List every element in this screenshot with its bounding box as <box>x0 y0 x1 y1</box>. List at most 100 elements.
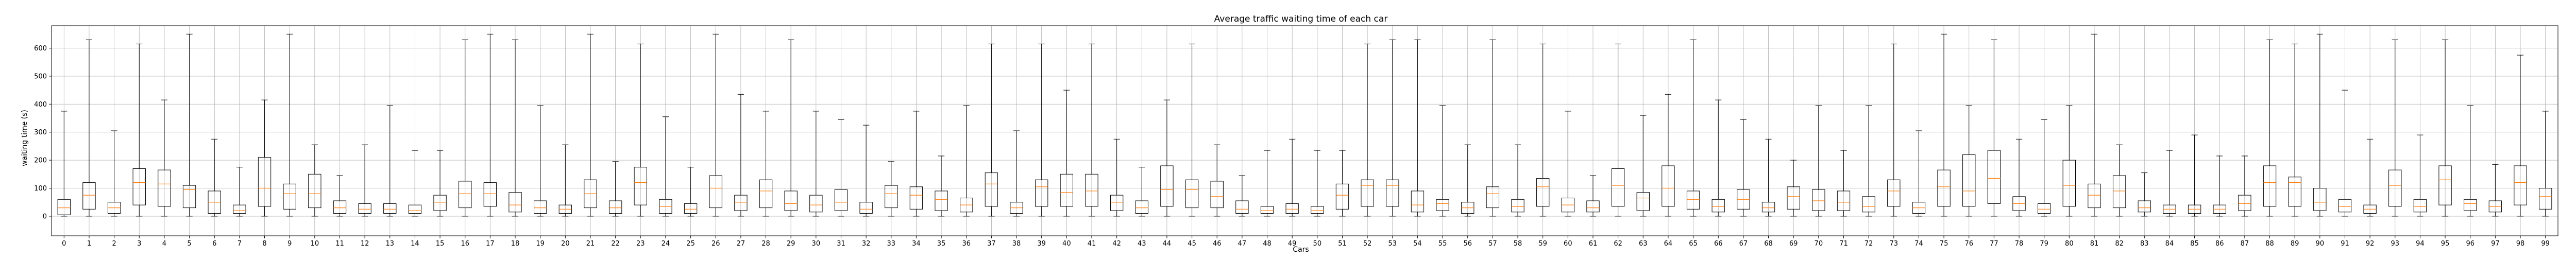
box-iqr <box>233 204 246 214</box>
box-iqr <box>182 185 196 209</box>
box-car-40 <box>1060 90 1073 217</box>
box-iqr <box>1937 169 1951 207</box>
box-car-96 <box>2464 105 2477 217</box>
x-tick-label: 94 <box>2416 240 2425 248</box>
x-tick-label: 83 <box>2140 240 2149 248</box>
box-iqr <box>2288 177 2301 207</box>
x-tick-label: 14 <box>411 240 419 248</box>
x-tick-label: 87 <box>2241 240 2249 248</box>
box-iqr <box>1311 206 1324 214</box>
box-car-94 <box>2413 134 2427 217</box>
box-car-34 <box>909 111 923 217</box>
box-car-20 <box>558 144 572 217</box>
box-iqr <box>408 204 422 214</box>
box-iqr <box>2263 165 2277 207</box>
box-car-29 <box>784 39 798 217</box>
x-tick-label: 11 <box>335 240 344 248</box>
x-tick-label: 0 <box>62 240 66 248</box>
x-tick-label: 74 <box>1914 240 1923 248</box>
box-iqr <box>534 200 547 214</box>
y-axis-label: waiting time (s) <box>21 110 29 166</box>
x-tick-label: 51 <box>1338 240 1347 248</box>
x-tick-label: 13 <box>386 240 395 248</box>
x-tick-label: 61 <box>1589 240 1598 248</box>
box-car-95 <box>2438 39 2452 217</box>
box-car-21 <box>584 33 597 217</box>
x-tick-label: 37 <box>987 240 996 248</box>
x-tick-label: 64 <box>1664 240 1673 248</box>
box-car-60 <box>1561 111 1574 217</box>
box-car-52 <box>1361 43 1374 217</box>
box-car-97 <box>2488 164 2502 217</box>
x-tick-label: 88 <box>2265 240 2274 248</box>
box-iqr <box>1285 203 1299 214</box>
chart-title: Average traffic waiting time of each car <box>1214 14 1388 24</box>
box-car-73 <box>1887 43 1901 217</box>
x-tick-label: 12 <box>361 240 369 248</box>
box-iqr <box>1411 190 1425 213</box>
x-tick-label: 44 <box>1163 240 1172 248</box>
box-iqr <box>2464 199 2477 211</box>
box-iqr <box>608 200 622 214</box>
box-iqr <box>1812 189 1825 211</box>
box-car-12 <box>358 144 371 217</box>
box-iqr <box>1386 179 1399 207</box>
box-car-57 <box>1486 39 1500 217</box>
box-iqr <box>2112 175 2126 209</box>
x-tick-label: 32 <box>862 240 871 248</box>
x-tick-label: 95 <box>2441 240 2450 248</box>
x-tick-label: 79 <box>2040 240 2048 248</box>
box-car-88 <box>2263 39 2277 217</box>
box-car-91 <box>2338 90 2352 217</box>
x-tick-label: 35 <box>937 240 946 248</box>
box-iqr <box>358 203 371 214</box>
x-tick-label: 96 <box>2466 240 2475 248</box>
box-car-77 <box>1987 39 2001 217</box>
box-iqr <box>935 190 948 211</box>
box-iqr <box>1586 200 1600 213</box>
box-iqr <box>158 169 171 207</box>
x-tick-label: 8 <box>262 240 266 248</box>
box-car-99 <box>2539 111 2552 217</box>
box-car-64 <box>1662 94 1675 217</box>
x-tick-label: 75 <box>1940 240 1948 248</box>
x-tick-label: 49 <box>1288 240 1297 248</box>
box-car-9 <box>283 33 296 217</box>
box-iqr <box>1035 179 1048 207</box>
x-tick-label: 77 <box>1990 240 1998 248</box>
box-car-84 <box>2163 150 2176 217</box>
x-tick-label: 76 <box>1964 240 1973 248</box>
box-iqr <box>2088 183 2101 209</box>
box-car-22 <box>608 161 622 217</box>
x-tick-label: 7 <box>238 240 242 248</box>
x-tick-label: 43 <box>1138 240 1146 248</box>
box-car-49 <box>1285 138 1299 217</box>
box-iqr <box>1711 199 1725 213</box>
box-iqr <box>784 190 798 211</box>
box-car-7 <box>233 167 246 217</box>
x-tick-label: 72 <box>1865 240 1873 248</box>
x-tick-label: 25 <box>686 240 695 248</box>
x-tick-label: 17 <box>486 240 495 248</box>
y-tick-label: 600 <box>34 45 47 53</box>
box-car-26 <box>709 33 722 217</box>
x-tick-label: 85 <box>2190 240 2199 248</box>
box-car-44 <box>1160 99 1174 217</box>
box-iqr <box>709 175 722 209</box>
x-tick-label: 81 <box>2090 240 2099 248</box>
box-iqr <box>333 200 347 214</box>
box-car-42 <box>1110 138 1124 217</box>
x-tick-label: 19 <box>536 240 545 248</box>
x-tick-label: 46 <box>1213 240 1222 248</box>
box-car-2 <box>107 130 121 217</box>
x-tick-label: 4 <box>162 240 166 248</box>
box-iqr <box>1761 202 1775 213</box>
box-car-79 <box>2038 119 2051 217</box>
box-car-75 <box>1937 33 1951 217</box>
box-car-78 <box>2012 138 2026 217</box>
box-car-55 <box>1436 105 1449 217</box>
x-tick-label: 89 <box>2291 240 2299 248</box>
box-car-90 <box>2313 33 2327 217</box>
x-tick-label: 73 <box>1890 240 1899 248</box>
